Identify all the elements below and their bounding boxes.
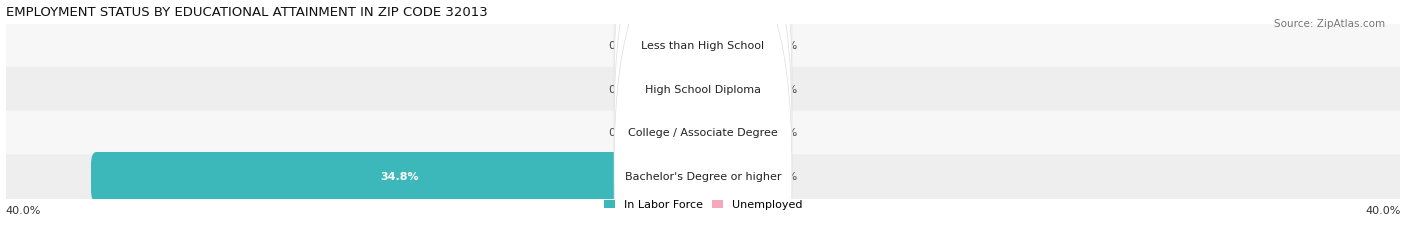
Text: 0.0%: 0.0% bbox=[609, 41, 637, 51]
FancyBboxPatch shape bbox=[697, 21, 761, 71]
Text: 0.0%: 0.0% bbox=[769, 85, 797, 95]
FancyBboxPatch shape bbox=[645, 108, 709, 159]
Text: High School Diploma: High School Diploma bbox=[645, 85, 761, 95]
FancyBboxPatch shape bbox=[697, 108, 761, 159]
Text: 0.0%: 0.0% bbox=[609, 85, 637, 95]
Legend: In Labor Force, Unemployed: In Labor Force, Unemployed bbox=[599, 195, 807, 215]
FancyBboxPatch shape bbox=[697, 152, 761, 202]
FancyBboxPatch shape bbox=[91, 152, 709, 202]
Text: 0.0%: 0.0% bbox=[769, 172, 797, 182]
FancyBboxPatch shape bbox=[6, 111, 1400, 156]
Text: College / Associate Degree: College / Associate Degree bbox=[628, 128, 778, 138]
FancyBboxPatch shape bbox=[614, 0, 792, 233]
FancyBboxPatch shape bbox=[697, 64, 761, 115]
Text: Less than High School: Less than High School bbox=[641, 41, 765, 51]
FancyBboxPatch shape bbox=[614, 0, 792, 233]
Text: 40.0%: 40.0% bbox=[1365, 206, 1400, 216]
FancyBboxPatch shape bbox=[6, 154, 1400, 200]
FancyBboxPatch shape bbox=[6, 23, 1400, 69]
Text: 34.8%: 34.8% bbox=[380, 172, 419, 182]
Text: EMPLOYMENT STATUS BY EDUCATIONAL ATTAINMENT IN ZIP CODE 32013: EMPLOYMENT STATUS BY EDUCATIONAL ATTAINM… bbox=[6, 6, 488, 19]
Text: Bachelor's Degree or higher: Bachelor's Degree or higher bbox=[624, 172, 782, 182]
FancyBboxPatch shape bbox=[6, 67, 1400, 112]
Text: 40.0%: 40.0% bbox=[6, 206, 41, 216]
Text: 0.0%: 0.0% bbox=[609, 128, 637, 138]
FancyBboxPatch shape bbox=[614, 0, 792, 233]
FancyBboxPatch shape bbox=[645, 21, 709, 71]
Text: 0.0%: 0.0% bbox=[769, 41, 797, 51]
Text: Source: ZipAtlas.com: Source: ZipAtlas.com bbox=[1274, 19, 1385, 29]
FancyBboxPatch shape bbox=[645, 64, 709, 115]
Text: 0.0%: 0.0% bbox=[769, 128, 797, 138]
FancyBboxPatch shape bbox=[614, 0, 792, 233]
